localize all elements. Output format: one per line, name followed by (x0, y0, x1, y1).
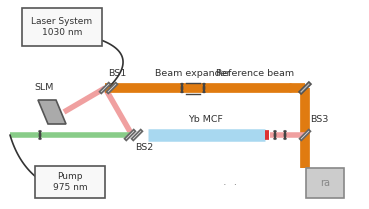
FancyBboxPatch shape (35, 166, 105, 198)
Bar (131, 130, 142, 140)
FancyBboxPatch shape (306, 168, 344, 198)
Polygon shape (38, 100, 66, 124)
Text: Beam expander: Beam expander (155, 69, 231, 78)
FancyBboxPatch shape (22, 8, 102, 46)
Text: Pump
975 nm: Pump 975 nm (53, 172, 87, 192)
Text: Reference beam: Reference beam (216, 69, 294, 78)
Text: ra: ra (320, 178, 330, 188)
Text: SLM: SLM (34, 84, 54, 93)
Bar (100, 83, 110, 93)
Bar (107, 83, 117, 93)
Text: Yb MCF: Yb MCF (189, 116, 224, 125)
Text: ·  ·: · · (223, 180, 237, 190)
Bar (124, 130, 135, 140)
Text: BS2: BS2 (135, 144, 153, 153)
Bar (300, 130, 310, 140)
Text: BS3: BS3 (310, 116, 328, 125)
Bar (299, 82, 311, 94)
Text: Laser System
1030 nm: Laser System 1030 nm (31, 17, 93, 37)
Text: BS1: BS1 (108, 69, 126, 78)
